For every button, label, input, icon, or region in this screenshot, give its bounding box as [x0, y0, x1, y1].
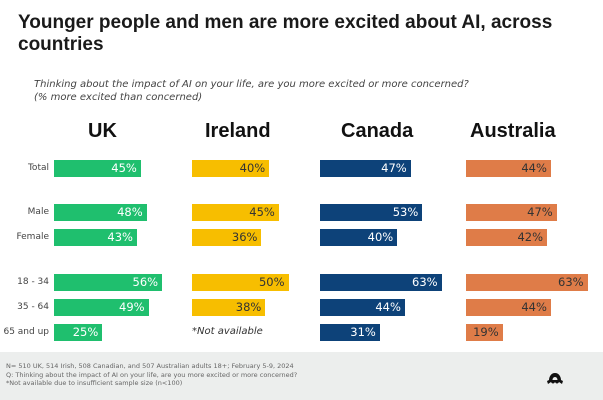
footnote-question: Q: Thinking about the impact of AI on yo…: [6, 370, 298, 379]
country-header: UK: [88, 120, 117, 142]
bar: 44%: [466, 299, 551, 316]
bar: 25%: [54, 324, 103, 341]
bar: 49%: [54, 299, 149, 316]
bar: 50%: [192, 274, 289, 291]
bar: 45%: [192, 204, 279, 221]
row-label: 65 and up: [3, 327, 49, 337]
not-available-note: *Not available: [192, 326, 263, 337]
bar: 45%: [54, 160, 141, 177]
bar: 38%: [192, 299, 266, 316]
row-label: Male: [27, 207, 49, 217]
bar: 19%: [466, 324, 503, 341]
bar: 53%: [320, 204, 423, 221]
country-header: Australia: [470, 120, 556, 142]
bar: 42%: [466, 229, 548, 246]
brand-logo-icon: [547, 373, 563, 384]
bar: 36%: [192, 229, 262, 246]
bar: 63%: [466, 274, 588, 291]
bar: 44%: [320, 299, 405, 316]
row-label: 18 - 34: [17, 277, 49, 287]
bar: 31%: [320, 324, 380, 341]
subtitle-line: Thinking about the impact of AI on your …: [34, 79, 469, 90]
country-header: Canada: [341, 120, 414, 142]
bar: 40%: [192, 160, 270, 177]
footnote-availability: *Not available due to insufficient sampl…: [6, 379, 183, 387]
bar: 63%: [320, 274, 442, 291]
row-label: 35 - 64: [17, 302, 49, 312]
bar: 48%: [54, 204, 147, 221]
footer: N= 510 UK, 514 Irish, 508 Canadian, and …: [0, 352, 603, 400]
chart-subtitle: Thinking about the impact of AI on your …: [34, 78, 469, 104]
bar: 47%: [466, 204, 557, 221]
bar: 56%: [54, 274, 163, 291]
bar: 43%: [54, 229, 137, 246]
country-header: Ireland: [205, 120, 271, 142]
footnote-sample: N= 510 UK, 514 Irish, 508 Canadian, and …: [6, 362, 294, 370]
bar: 40%: [320, 229, 398, 246]
subtitle-line: (% more excited than concerned): [34, 92, 203, 103]
row-label: Female: [16, 232, 49, 242]
chart-title: Younger people and men are more excited …: [18, 12, 553, 55]
bar: 47%: [320, 160, 411, 177]
bar: 44%: [466, 160, 551, 177]
footnotes: N= 510 UK, 514 Irish, 508 Canadian, and …: [6, 362, 297, 388]
row-label: Total: [27, 163, 49, 173]
